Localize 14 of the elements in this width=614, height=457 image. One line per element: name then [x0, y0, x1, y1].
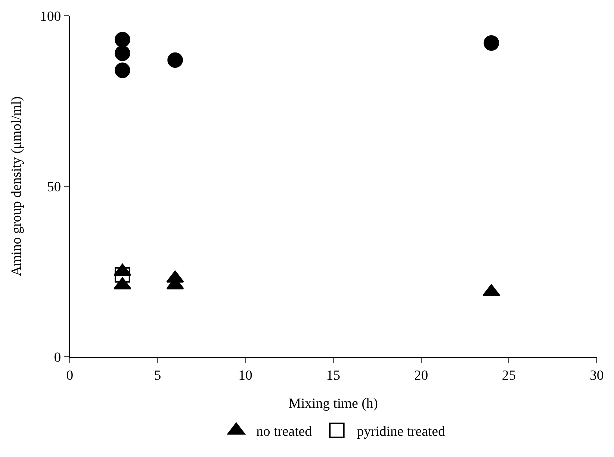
legend-label: no treated — [256, 425, 312, 440]
y-axis-title: Amino group density (μmol/ml) — [10, 96, 25, 276]
x-tick-label: 20 — [414, 368, 428, 384]
x-tick-label: 0 — [66, 368, 74, 384]
x-tick-label: 5 — [154, 368, 162, 384]
x-axis-title: Mixing time (h) — [288, 397, 379, 412]
y-tick-label: 0 — [54, 350, 62, 366]
x-tick-label: 25 — [502, 368, 516, 384]
x-tick-label: 15 — [326, 368, 340, 384]
y-tick-label: 50 — [47, 180, 62, 196]
x-tick-label: 30 — [590, 368, 604, 384]
x-tick-label: 10 — [238, 368, 253, 384]
y-tick-label: 100 — [40, 10, 62, 25]
legend-label: pyridine treated — [357, 425, 446, 440]
